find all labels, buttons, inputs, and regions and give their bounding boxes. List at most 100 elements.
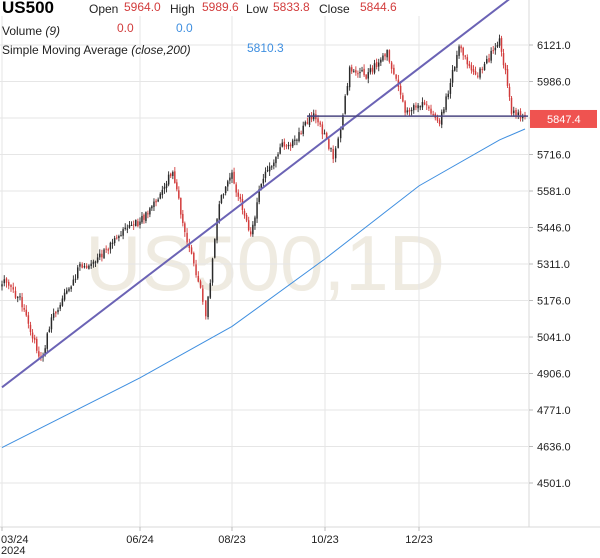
candle-body — [61, 298, 64, 306]
price-axis-tick: 4906.0 — [537, 369, 571, 381]
candle-body — [363, 68, 365, 76]
candle-body — [31, 332, 34, 339]
candle-body — [23, 308, 25, 310]
candle-body — [81, 264, 83, 268]
candle-body — [197, 275, 200, 282]
candle-body — [328, 139, 330, 149]
candle-body — [180, 198, 182, 215]
candle-body — [36, 338, 38, 351]
candle-body — [116, 237, 118, 239]
candle-body — [415, 105, 417, 108]
candle-body — [490, 50, 492, 61]
last-price-tag[interactable] — [530, 109, 597, 128]
candle-body — [243, 210, 246, 216]
candle-body — [344, 96, 346, 114]
time-axis[interactable]: 03/24 06/24 08/23 10/23 12/23 2024 — [0, 526, 600, 557]
price-axis[interactable]: 6121.05986.05851.05716.05581.05446.05311… — [528, 0, 597, 527]
symbol-title[interactable]: US500 — [2, 0, 54, 17]
candle-body — [296, 139, 298, 141]
candle-body — [477, 75, 479, 77]
candle-body — [184, 223, 186, 233]
candle-body — [235, 184, 237, 193]
candle-body — [432, 114, 434, 116]
candle-body — [440, 111, 443, 125]
candle-body — [302, 125, 304, 134]
candle-body — [365, 74, 367, 79]
candle-body — [445, 96, 447, 110]
candle-body — [207, 296, 209, 318]
candle-body — [386, 50, 388, 58]
candle-body — [371, 67, 374, 72]
candle-body — [458, 46, 460, 56]
candle-body — [308, 115, 311, 125]
candle-body — [342, 115, 344, 130]
candle-body — [273, 162, 275, 167]
candle-body — [186, 232, 188, 243]
candle-body — [132, 224, 135, 226]
price-axis-tick: 5446.0 — [537, 223, 571, 235]
candle-body — [375, 62, 378, 67]
candle-body — [453, 66, 456, 71]
candle-body — [500, 37, 503, 52]
candle-body — [323, 133, 326, 135]
candle-body — [85, 265, 88, 269]
candle-body — [395, 74, 397, 79]
candle-body — [449, 82, 452, 94]
candle-body — [464, 55, 466, 57]
time-axis-tick: 08/23 — [218, 534, 246, 546]
candle-body — [105, 248, 107, 250]
volume-label: Volume (9) — [2, 24, 61, 38]
candle-body — [304, 122, 307, 126]
candle-body — [153, 201, 155, 208]
candle-body — [101, 253, 103, 258]
candle-body — [250, 231, 252, 235]
candle-body — [155, 200, 157, 203]
price-axis-tick: 4771.0 — [537, 405, 571, 417]
candle-body — [99, 253, 101, 258]
candle-body — [182, 213, 184, 223]
candle-body — [266, 170, 269, 172]
candle-body — [214, 239, 216, 258]
candle-body — [68, 288, 70, 291]
candle-body — [247, 220, 250, 231]
candle-body — [419, 106, 422, 108]
candle-body — [48, 329, 51, 332]
candle-body — [130, 224, 133, 226]
candle-body — [425, 104, 428, 106]
open-value: 5964.0 — [124, 0, 161, 14]
candle-body — [277, 154, 279, 157]
candle-body — [1, 284, 3, 287]
candle-body — [279, 147, 281, 154]
candle-body — [92, 261, 95, 265]
candle-body — [10, 285, 12, 288]
candle-body — [14, 290, 17, 298]
candle-body — [330, 148, 332, 150]
trendline[interactable] — [1, 0, 525, 389]
candle-body — [367, 72, 369, 79]
price-axis-tick: 5041.0 — [537, 332, 571, 344]
candle-body — [510, 97, 513, 114]
candle-body — [139, 221, 141, 226]
candle-body — [430, 108, 432, 114]
candle-body — [388, 50, 391, 62]
candle-body — [417, 105, 419, 109]
candle-body — [202, 288, 204, 302]
last-price-value: 5847.4 — [547, 114, 581, 126]
candle-body — [486, 59, 488, 64]
time-axis-tick: 03/24 — [1, 534, 29, 546]
candle-body — [494, 47, 497, 51]
candle-body — [289, 144, 292, 147]
candle-body — [281, 142, 283, 147]
candle-body — [294, 139, 296, 141]
candle-body — [462, 47, 464, 56]
drawing-tools[interactable] — [1, 0, 528, 389]
candle-body — [107, 249, 110, 251]
candle-body — [262, 178, 265, 184]
candle-body — [438, 120, 441, 124]
candle-body — [408, 109, 411, 112]
time-axis-tick: 06/24 — [126, 534, 154, 546]
candle-body — [57, 309, 59, 313]
candle-body — [488, 58, 490, 62]
grid-lines — [0, 16, 528, 527]
